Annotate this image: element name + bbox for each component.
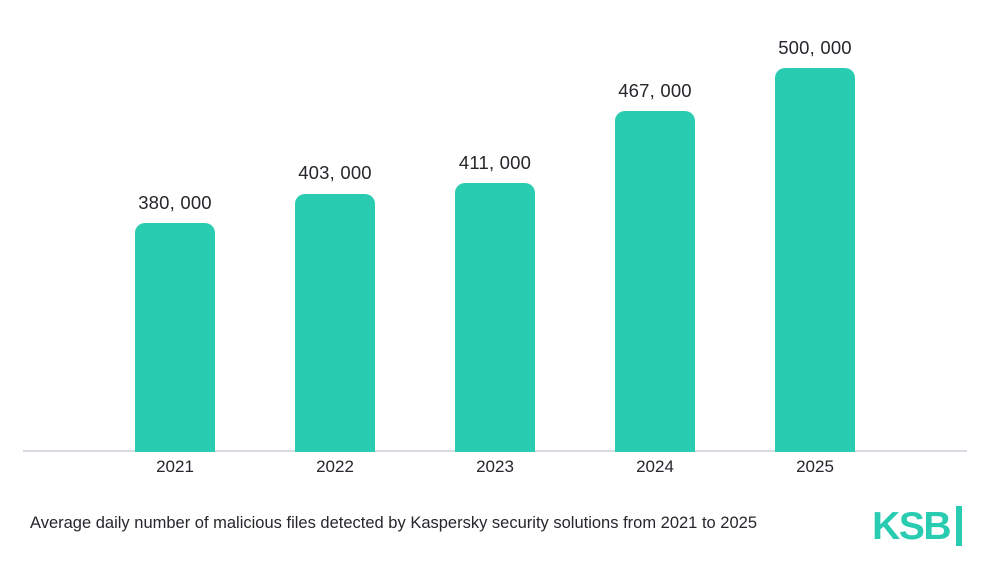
bar-group-2022: 403, 000 — [295, 163, 375, 452]
bar-group-2023: 411, 000 — [455, 151, 535, 452]
bar-2022 — [295, 193, 375, 452]
ksb-logo-bar-icon — [956, 506, 962, 546]
bar-plot: 380, 000 403, 000 411, 000 467, 000 500, 000 — [23, 0, 967, 452]
bar-2021 — [135, 223, 215, 452]
ksb-logo-text: KSB — [872, 504, 951, 548]
bar-value-label: 403, 000 — [298, 162, 372, 184]
bar-2023 — [455, 183, 535, 452]
x-axis-label-2023: 2023 — [476, 457, 514, 476]
bar-value-label: 411, 000 — [458, 151, 532, 173]
chart-caption: Average daily number of malicious files … — [30, 514, 757, 532]
bar-group-2021: 380, 000 — [135, 192, 215, 452]
ksb-logo: KSB — [872, 506, 962, 546]
bar-group-2024: 467, 000 — [615, 79, 695, 452]
x-axis-label-2024: 2024 — [636, 457, 674, 476]
bar-value-label: 467, 000 — [618, 79, 692, 101]
bar-2024 — [615, 111, 695, 452]
x-axis-label-2025: 2025 — [796, 457, 834, 476]
x-axis-labels: 2021 2022 2023 2024 2025 — [23, 457, 967, 477]
bar-group-2025: 500, 000 — [775, 37, 855, 452]
x-axis-label-2022: 2022 — [316, 457, 354, 476]
x-axis-label-2021: 2021 — [156, 457, 194, 476]
bar-value-label: 380, 000 — [138, 192, 212, 214]
bar-value-label: 500, 000 — [778, 37, 852, 59]
bar-2025 — [775, 68, 855, 452]
